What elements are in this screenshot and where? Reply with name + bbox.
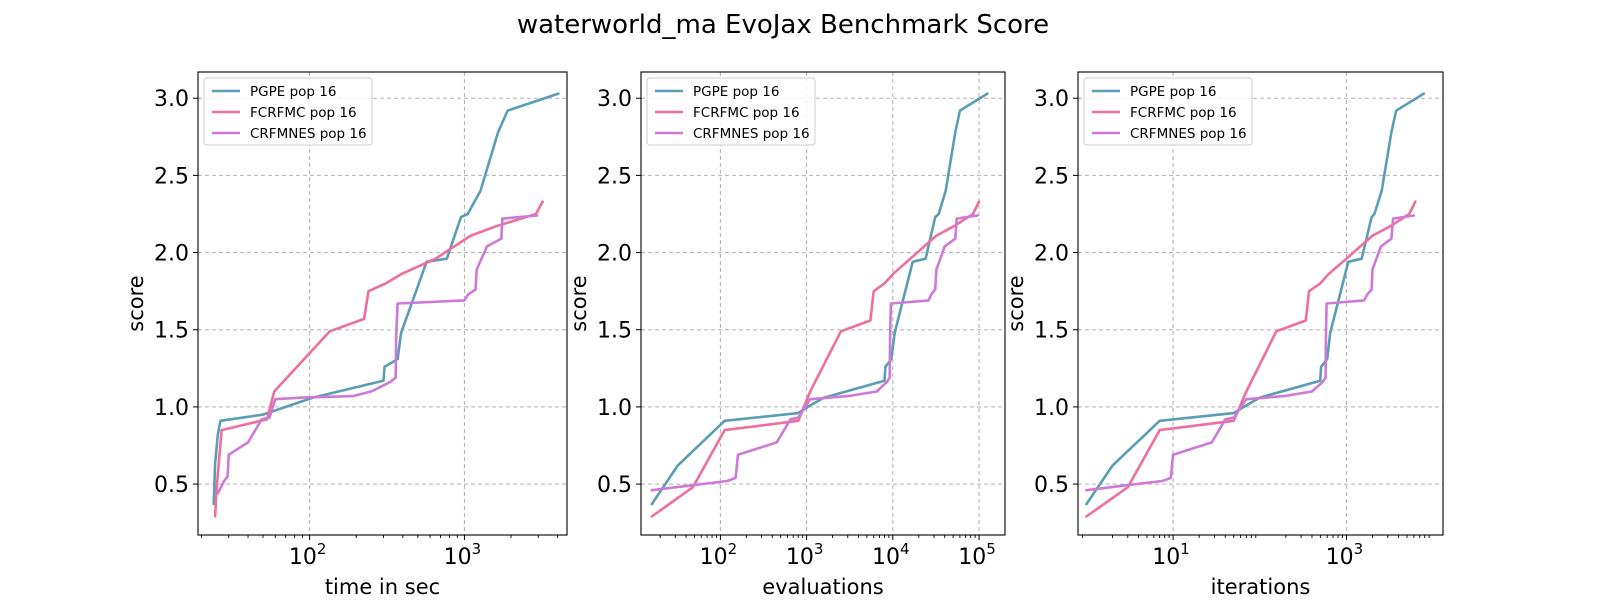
y-tick-label: 2.0 (597, 242, 632, 267)
subplot-3: 0.5 1.0 1.5 2.0 2.5 3.0 101 103 iterations score P… (1004, 71, 1444, 599)
y-tick-label: 1.0 (154, 396, 189, 421)
x-tick-exponent: 3 (814, 540, 824, 558)
x-axis-label: time in sec (325, 575, 440, 599)
legend-label: CRFMNES pop 16 (250, 126, 367, 142)
legend: PGPE pop 16 FCRFMC pop 16 CRFMNES pop 16 (203, 77, 373, 146)
figure-title: waterworld_ma EvoJax Benchmark Score (517, 10, 1049, 40)
series-line-fcrfmc (650, 200, 981, 518)
y-tick-label: 0.5 (154, 473, 189, 498)
y-axis-label: score (1004, 275, 1028, 331)
plot-frame (1077, 71, 1444, 536)
series-line-fcrfmc (1085, 200, 1417, 518)
x-tick-label: 103 (786, 540, 824, 570)
y-tick-label: 0.5 (597, 473, 632, 498)
plot-frame (197, 71, 568, 536)
legend-box (1083, 77, 1253, 146)
y-axis-label: score (124, 275, 148, 331)
x-tick-label: 105 (958, 540, 996, 570)
x-axis-label: evaluations (762, 575, 883, 599)
legend-box (646, 77, 816, 146)
series-line-fcrfmc (213, 200, 544, 518)
legend-label: PGPE pop 16 (250, 84, 336, 100)
series-line-pgpe (212, 92, 560, 506)
y-tick-label: 1.5 (154, 319, 189, 344)
legend-label: CRFMNES pop 16 (1130, 126, 1247, 142)
y-tick-label: 2.0 (154, 242, 189, 267)
series-line-crfmnes (1085, 214, 1416, 492)
x-tick-exponent: 1 (1180, 540, 1190, 558)
x-tick-exponent: 4 (900, 540, 910, 558)
x-tick-exponent: 2 (317, 540, 327, 558)
x-tick-label: 103 (444, 540, 482, 570)
legend: PGPE pop 16 FCRFMC pop 16 CRFMNES pop 16 (1083, 77, 1253, 146)
y-tick-label: 3.0 (597, 87, 632, 112)
x-tick-label: 103 (1326, 540, 1364, 570)
legend-box (203, 77, 373, 146)
y-tick-label: 1.0 (1034, 396, 1069, 421)
y-tick-label: 3.0 (154, 87, 189, 112)
subplot-2: 0.5 1.0 1.5 2.0 2.5 3.0 102 103 104 105 evaluation… (567, 71, 1006, 599)
y-axis-label: score (567, 275, 591, 331)
x-tick-label: 102 (700, 540, 738, 570)
x-tick-label: 102 (289, 540, 327, 570)
x-axis-label: iterations (1211, 575, 1311, 599)
legend-label: CRFMNES pop 16 (693, 126, 810, 142)
y-tick-label: 2.5 (154, 164, 189, 189)
x-tick-exponent: 3 (1354, 540, 1364, 558)
y-tick-label: 2.0 (1034, 242, 1069, 267)
series-line-pgpe (1085, 92, 1426, 506)
legend-label: FCRFMC pop 16 (250, 105, 357, 121)
series-line-crfmnes (216, 214, 539, 495)
y-tick-label: 2.5 (597, 164, 632, 189)
x-tick-label: 101 (1152, 540, 1190, 570)
y-tick-label: 2.5 (1034, 164, 1069, 189)
series-line-crfmnes (650, 214, 979, 492)
y-tick-label: 1.5 (597, 319, 632, 344)
y-tick-label: 1.0 (597, 396, 632, 421)
legend-label: PGPE pop 16 (693, 84, 779, 100)
y-tick-label: 3.0 (1034, 87, 1069, 112)
y-tick-label: 0.5 (1034, 473, 1069, 498)
legend-label: FCRFMC pop 16 (1130, 105, 1237, 121)
legend-label: FCRFMC pop 16 (693, 105, 800, 121)
plot-frame (640, 71, 1006, 536)
legend: PGPE pop 16 FCRFMC pop 16 CRFMNES pop 16 (646, 77, 816, 146)
series-line-pgpe (650, 92, 989, 506)
x-tick-exponent: 3 (472, 540, 482, 558)
x-tick-exponent: 2 (728, 540, 738, 558)
y-tick-label: 1.5 (1034, 319, 1069, 344)
x-tick-exponent: 5 (986, 540, 996, 558)
x-tick-label: 104 (872, 540, 910, 570)
legend-label: PGPE pop 16 (1130, 84, 1216, 100)
